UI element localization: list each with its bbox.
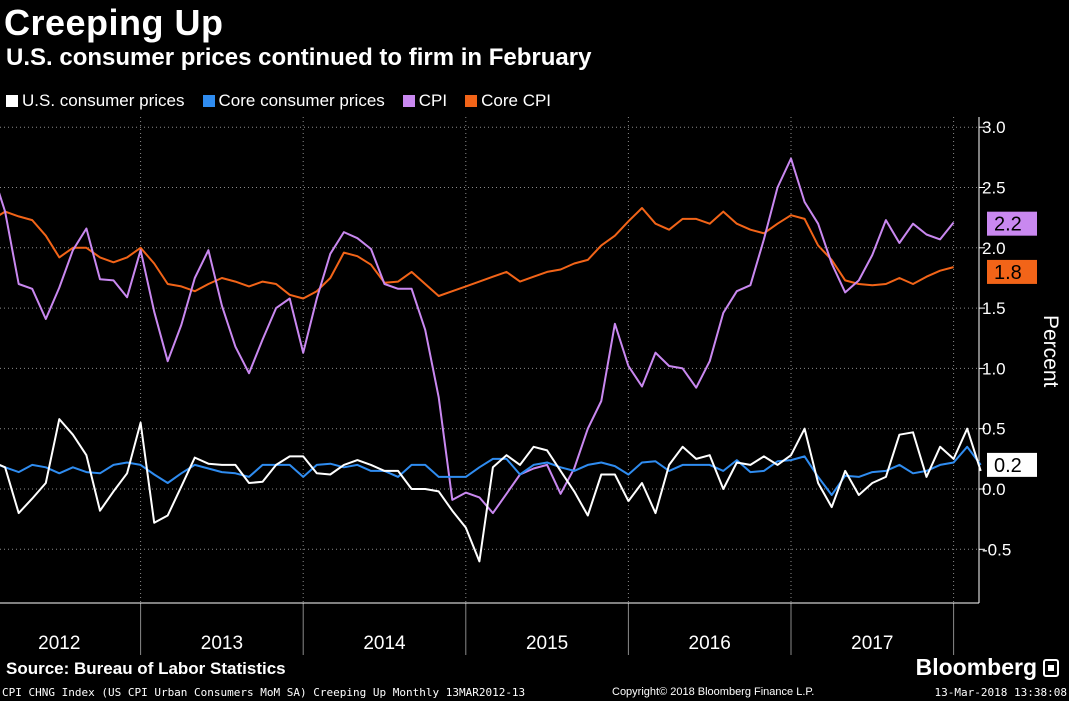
timestamp: 13-Mar-2018 13:38:08 [934, 686, 1067, 699]
copyright: Copyright© 2018 Bloomberg Finance L.P. [612, 686, 815, 698]
x-year-label: 2017 [851, 633, 893, 654]
y-tick-label: -0.5 [982, 540, 1011, 559]
x-year-label: 2012 [38, 633, 80, 654]
x-year-label: 2016 [689, 633, 731, 654]
bloomberg-logo: Bloomberg [916, 654, 1059, 681]
legend-item-cpi: CPI [402, 91, 448, 111]
legend-label: Core consumer prices [218, 91, 385, 110]
end-label-value: 1.8 [994, 262, 1022, 284]
chart-subtitle: U.S. consumer prices continued to firm i… [6, 44, 592, 71]
y-tick-label: 3.0 [982, 118, 1006, 137]
series-line-cpi [0, 157, 955, 515]
source-note: Source: Bureau of Labor Statistics [6, 659, 286, 678]
end-label-box [987, 211, 1037, 236]
chart-title: Creeping Up [4, 2, 224, 43]
y-axis-title: Percent [1039, 315, 1062, 388]
x-year-label: 2013 [201, 633, 243, 654]
y-tick-label: 0.5 [982, 420, 1006, 439]
end-label-box [987, 452, 1037, 477]
legend-label: U.S. consumer prices [22, 91, 185, 110]
legend-item-us-consumer-prices: U.S. consumer prices [6, 91, 185, 111]
legend-label: CPI [418, 91, 448, 110]
brand-name: Bloomberg [915, 654, 1037, 680]
legend-item-core-consumer-prices: Core consumer prices [202, 91, 385, 111]
legend-swatch [465, 95, 478, 107]
x-year-label: 2014 [363, 633, 406, 654]
y-tick-label: 0.0 [982, 480, 1006, 499]
terminal-icon [1043, 658, 1059, 677]
legend-swatch [402, 95, 415, 107]
x-year-label: 2015 [526, 633, 568, 654]
ticker-line: CPI CHNG Index (US CPI Urban Consumers M… [2, 686, 526, 699]
series-line-u-s-consumer-prices [0, 418, 982, 563]
y-tick-label: 2.5 [982, 179, 1006, 198]
y-tick-label: 1.0 [982, 359, 1006, 378]
legend-item-core-cpi: Core CPI [465, 91, 551, 111]
legend-swatch [202, 95, 215, 107]
legend: U.S. consumer prices Core consumer price… [6, 90, 551, 112]
y-tick-label: 2.0 [982, 239, 1006, 258]
series-line-core-cpi [0, 207, 954, 300]
legend-swatch [6, 95, 18, 107]
end-label-value: 0.2 [994, 455, 1022, 477]
legend-label: Core CPI [481, 91, 552, 110]
end-label-box [987, 259, 1037, 284]
end-label-value: 2.2 [994, 214, 1022, 236]
y-tick-label: 1.5 [982, 299, 1006, 318]
